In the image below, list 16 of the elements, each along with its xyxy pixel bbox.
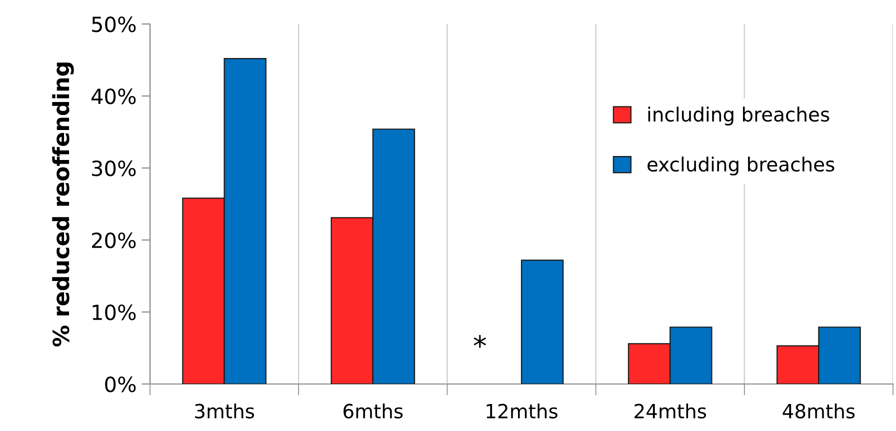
y-tick-label: 30%: [92, 160, 136, 176]
y-axis-title: % reduced reoffending: [52, 62, 74, 346]
legend-label: excluding breaches: [648, 156, 834, 176]
y-tick-label: 20%: [92, 232, 136, 248]
y-tick-label: 10%: [92, 304, 136, 320]
y-tick-label: 40%: [92, 88, 136, 104]
x-tick-label: 3mths: [195, 403, 254, 418]
x-tick-label: 24mths: [634, 403, 706, 418]
x-tick-label: 12mths: [486, 403, 558, 418]
y-tick-label: 50%: [92, 16, 136, 32]
bar: [520, 260, 564, 384]
x-tick-label: 6mths: [344, 403, 403, 418]
legend-label: including breaches: [648, 106, 830, 126]
x-tick-label: 48mths: [782, 403, 855, 418]
y-tick-label: 0%: [105, 376, 136, 392]
annotation: *: [474, 335, 486, 348]
